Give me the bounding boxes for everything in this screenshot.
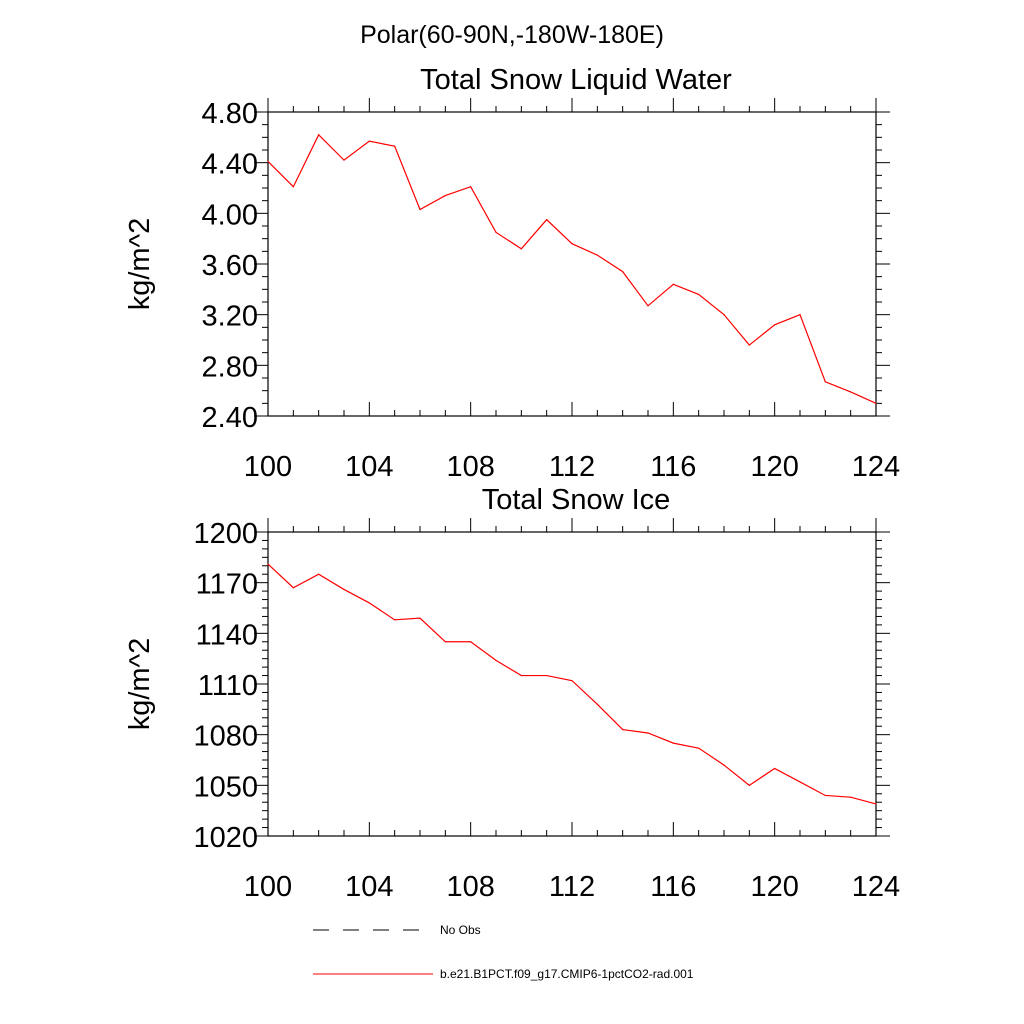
chart-0-series-point (394, 145, 396, 147)
chart-1-series-point (495, 659, 497, 661)
chart-0-series-point (292, 186, 294, 188)
chart-1-xtick-label: 120 (750, 871, 798, 903)
chart-1-ytick-label: 1200 (193, 518, 258, 550)
chart-0-series-line-0 (267, 133, 877, 404)
chart-1-series-point (267, 563, 269, 565)
chart-0-ytick-label: 4.00 (202, 199, 258, 231)
chart-1-series-point (799, 781, 801, 783)
chart-0-series-point (698, 293, 700, 295)
chart-0-plot-frame (267, 111, 877, 417)
chart-0-xtick-label: 108 (446, 451, 494, 483)
chart-0-series-point (520, 248, 522, 250)
chart-0-series-point (748, 344, 750, 346)
chart-0-ytick-label: 2.80 (202, 351, 258, 383)
chart-0-series-point (723, 314, 725, 316)
chart-1-series-point (419, 617, 421, 619)
chart-0-series-point (647, 305, 649, 307)
chart-0-xtick-label: 120 (750, 451, 798, 483)
chart-1-xtick-label: 100 (244, 871, 292, 903)
chart-1-plot-frame (267, 531, 877, 837)
chart-0-series-point (546, 219, 548, 221)
chart-0-xtick-label: 104 (345, 451, 393, 483)
chart-1-series-point (698, 747, 700, 749)
chart-1-series-point (368, 602, 370, 604)
chart-0-xtick-label: 112 (549, 451, 595, 483)
chart-1-xtick-label: 116 (650, 871, 696, 903)
chart-0-ytick-label: 2.40 (202, 402, 258, 434)
chart-0-xtick-label: 116 (650, 451, 696, 483)
chart-1-series-point (318, 573, 320, 575)
chart-0-series-point (622, 271, 624, 273)
chart-0-series-point (824, 381, 826, 383)
chart-1-series-point (546, 674, 548, 677)
chart-0-series-point (799, 314, 801, 316)
chart-1-series-point (343, 588, 345, 591)
chart-1-series-point (723, 764, 725, 766)
chart-1-ticks (254, 518, 890, 837)
chart-0-xtick-label: 100 (244, 451, 292, 483)
chart-0-title: Total Snow Liquid Water (420, 64, 732, 96)
chart-1-ytick-label: 1170 (196, 569, 258, 601)
chart-1-ytick-label: 1080 (193, 721, 258, 753)
chart-0-ytick-label: 4.40 (202, 149, 258, 181)
chart-0-xtick-label: 124 (852, 451, 900, 483)
chart-0-series-point (444, 195, 446, 197)
chart-0-series-point (343, 159, 345, 161)
chart-1-ytick-label: 1020 (193, 822, 258, 854)
chart-0-ytick-label: 4.80 (202, 98, 258, 130)
chart-1-ytick-label: 1050 (193, 771, 258, 803)
chart-0-ticks (254, 98, 890, 417)
panel-snow-ice: 100 104 108 112 116 120 124 1020 1050 1080 1110 114… (124, 484, 900, 903)
chart-1-series-point (748, 784, 750, 786)
chart-1-ytick-label: 1110 (198, 670, 258, 702)
chart-1-title: Total Snow Ice (482, 484, 671, 516)
chart-1-series-point (774, 767, 776, 770)
chart-0-ytick-label: 3.20 (202, 301, 258, 333)
chart-1-series-point (622, 729, 624, 731)
chart-0-ytick-label: 3.60 (202, 250, 258, 282)
chart-1-series-point (672, 742, 674, 744)
chart-0-series-point (267, 160, 269, 162)
chart-0-series-point (368, 140, 370, 142)
chart-1-series-point (394, 619, 396, 621)
chart-1-series-point (850, 796, 852, 798)
chart-1-series-point (875, 803, 877, 805)
chart-1-series-point (470, 641, 472, 643)
chart-0-series-point (571, 243, 573, 245)
legend-label-no-obs: No Obs (440, 923, 481, 937)
chart-0-series-point (875, 402, 877, 404)
chart-1-series-point (444, 641, 446, 643)
legend-label-model: b.e21.B1PCT.f09_g17.CMIP6-1pctCO2-rad.00… (440, 967, 694, 981)
chart-0-ylabel: kg/m^2 (124, 218, 156, 311)
chart-1-series-point (647, 732, 649, 734)
chart-0-series-point (672, 283, 674, 285)
chart-0-series-point (774, 324, 776, 326)
chart-1-ylabel: kg/m^2 (124, 638, 156, 731)
chart-1-xtick-label: 108 (446, 871, 494, 903)
chart-1-series-point (596, 703, 598, 705)
chart-1-series-line-0 (267, 563, 877, 805)
chart-1-xtick-label: 112 (549, 871, 595, 903)
chart-1-xtick-label: 104 (345, 871, 393, 903)
chart-1-series-point (292, 587, 294, 589)
chart-1-series-point (571, 680, 573, 682)
chart-0-series-point (318, 134, 320, 136)
chart-0-series-point (419, 208, 421, 211)
chart-0-series-point (850, 391, 852, 393)
panel-snow-liquid-water: 100 104 108 112 116 120 124 2.40 2.80 3.20 3.60 4.0… (124, 64, 900, 483)
chart-1-series-point (520, 674, 522, 677)
legend: No Obs b.e21.B1PCT.f09_g17.CMIP6-1pctCO2… (313, 923, 694, 981)
page-title: Polar(60-90N,-180W-180E) (360, 21, 664, 49)
chart-0-series-point (596, 254, 598, 256)
chart-1-ytick-label: 1140 (196, 619, 258, 651)
chart-0-series-point (495, 231, 497, 233)
chart-0-series-point (470, 186, 472, 188)
chart-1-series-point (824, 794, 826, 797)
chart-1-xtick-label: 124 (852, 871, 900, 903)
